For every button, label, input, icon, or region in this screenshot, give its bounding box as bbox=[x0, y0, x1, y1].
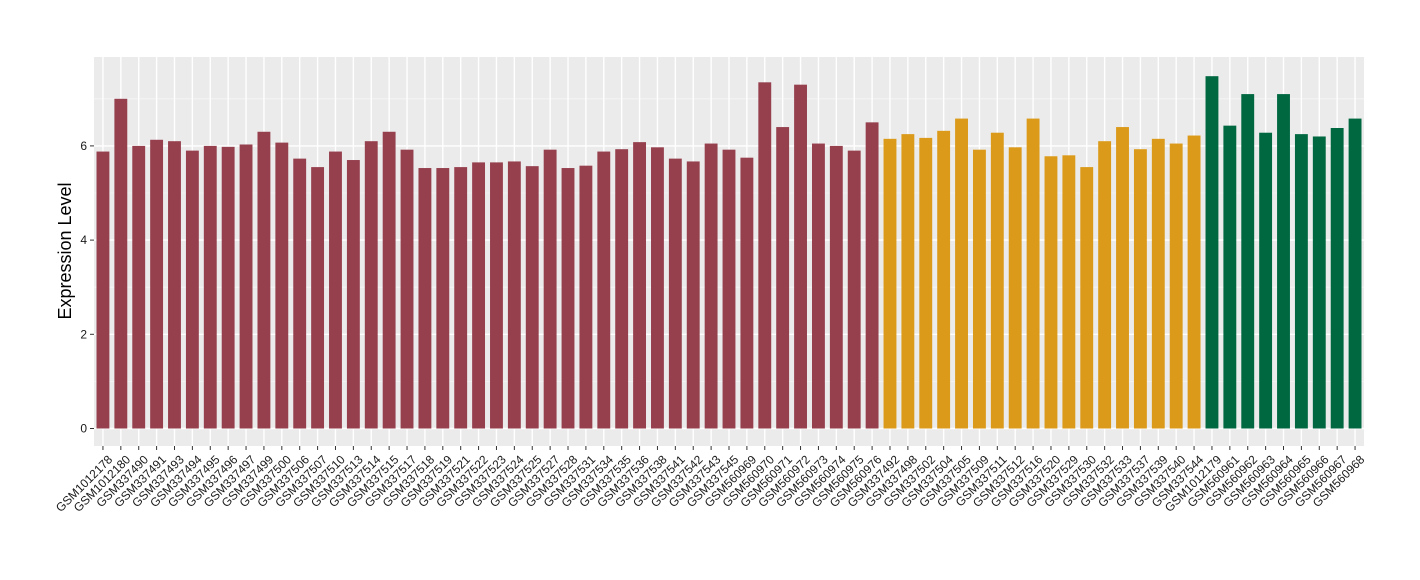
y-tick-label: 0 bbox=[80, 422, 87, 436]
bar bbox=[847, 150, 861, 429]
y-tick-label: 2 bbox=[80, 327, 87, 341]
bar bbox=[1062, 155, 1076, 429]
bar bbox=[1080, 167, 1094, 429]
x-axis: GSM1012178GSM1012180GSM337490GSM337491GS… bbox=[53, 446, 1368, 515]
bar bbox=[418, 168, 432, 429]
bar bbox=[454, 167, 468, 429]
bar bbox=[1187, 135, 1201, 429]
bar bbox=[561, 168, 575, 429]
bar bbox=[221, 146, 235, 429]
bar bbox=[436, 168, 450, 429]
bar bbox=[1026, 118, 1040, 429]
bar bbox=[955, 118, 968, 429]
bar bbox=[275, 142, 289, 429]
bar bbox=[239, 144, 253, 429]
bar bbox=[1223, 125, 1237, 429]
bar bbox=[704, 143, 718, 429]
bar bbox=[1241, 94, 1255, 429]
bar bbox=[472, 162, 486, 429]
y-tick-label: 4 bbox=[80, 233, 87, 247]
bar bbox=[185, 150, 199, 429]
bar bbox=[668, 158, 682, 429]
bar bbox=[364, 141, 378, 429]
bar bbox=[293, 158, 307, 429]
bar bbox=[1205, 76, 1219, 429]
bar bbox=[1098, 141, 1112, 429]
bar bbox=[1294, 134, 1308, 429]
bar bbox=[829, 145, 843, 429]
bar bbox=[937, 130, 951, 429]
bar bbox=[758, 82, 772, 429]
y-axis-title: Expression Level bbox=[55, 182, 75, 319]
bar bbox=[150, 139, 164, 429]
bar bbox=[579, 165, 593, 429]
bar bbox=[1348, 118, 1362, 429]
bar bbox=[919, 137, 933, 429]
bar bbox=[1330, 128, 1344, 429]
bar bbox=[901, 134, 915, 429]
y-tick-label: 6 bbox=[80, 139, 87, 153]
bars bbox=[96, 76, 1362, 429]
bar bbox=[865, 122, 879, 429]
bar bbox=[633, 142, 647, 429]
bar bbox=[311, 167, 325, 429]
bar bbox=[615, 149, 629, 429]
bar bbox=[1169, 143, 1183, 429]
bar bbox=[794, 84, 807, 429]
bar bbox=[543, 149, 557, 429]
bar bbox=[776, 127, 790, 429]
bar bbox=[257, 131, 271, 429]
bar bbox=[1259, 132, 1273, 429]
bar bbox=[382, 131, 396, 429]
y-axis: 0 2 4 6 bbox=[80, 139, 94, 436]
bar bbox=[722, 149, 736, 429]
bar bbox=[597, 151, 611, 429]
bar bbox=[490, 162, 503, 429]
bar bbox=[346, 160, 360, 429]
bar bbox=[990, 132, 1004, 429]
bar bbox=[96, 151, 110, 429]
bar bbox=[651, 147, 664, 429]
bar bbox=[132, 145, 146, 429]
bar bbox=[1312, 136, 1326, 429]
bar bbox=[1044, 156, 1058, 429]
bar bbox=[1008, 147, 1022, 429]
bar bbox=[811, 143, 825, 429]
bar bbox=[1116, 127, 1129, 429]
bar bbox=[740, 157, 754, 429]
bar bbox=[114, 98, 128, 429]
bar bbox=[203, 145, 217, 429]
bar bbox=[686, 161, 700, 429]
bar bbox=[507, 161, 521, 429]
bar bbox=[168, 141, 181, 429]
bar bbox=[1151, 138, 1165, 429]
bar bbox=[525, 166, 539, 429]
bar bbox=[883, 138, 897, 429]
bar bbox=[972, 149, 986, 429]
bar bbox=[1133, 149, 1147, 429]
bar bbox=[1277, 94, 1290, 429]
bar bbox=[400, 149, 414, 429]
bar bbox=[329, 151, 342, 429]
